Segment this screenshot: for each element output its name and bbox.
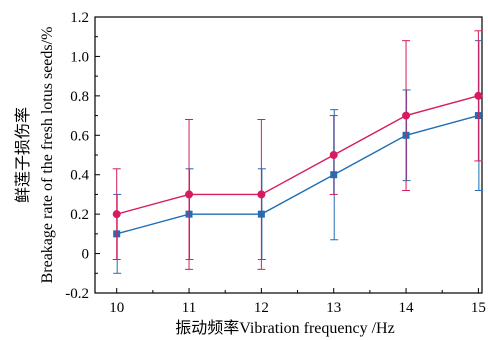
y-tick-label: 1.0	[70, 49, 89, 65]
data-point	[329, 151, 338, 159]
data-point	[185, 190, 194, 199]
series-line	[116, 114, 479, 235]
x-tick-label: 12	[254, 300, 269, 316]
series-line	[116, 95, 479, 215]
y-tick-label: 0	[82, 247, 90, 263]
y-tick-label: 1.2	[70, 10, 89, 26]
x-tick-label: 13	[326, 300, 341, 316]
plot-frame	[94, 16, 483, 294]
data-point	[474, 91, 483, 100]
plot-area: -0.2 0 0.2 0.4 0.6 0.8 1.0 1.2 10 11 12 13 14 15	[65, 10, 486, 316]
x-axis-label: 振动频率Vibration frequency /Hz	[175, 319, 394, 337]
y-tick-label: 0.4	[70, 168, 89, 184]
data-point	[257, 190, 266, 199]
y-tick-label: 0.6	[70, 128, 89, 144]
data-point	[402, 111, 411, 120]
x-tick-label: 11	[182, 300, 196, 316]
y-axis-label-zh: 鲜莲子损伤率	[14, 107, 32, 203]
x-tick-label: 15	[471, 300, 486, 316]
x-tick-label: 10	[109, 300, 124, 316]
x-tick-label: 14	[399, 300, 415, 316]
y-tick-label: 0.8	[70, 89, 89, 105]
y-axis-label-en: Breakage rate of the fresh lotus seeds/%	[39, 27, 56, 284]
y-tick-label: -0.2	[65, 286, 89, 302]
y-tick-label: 0.2	[70, 207, 89, 223]
data-point	[112, 210, 121, 219]
